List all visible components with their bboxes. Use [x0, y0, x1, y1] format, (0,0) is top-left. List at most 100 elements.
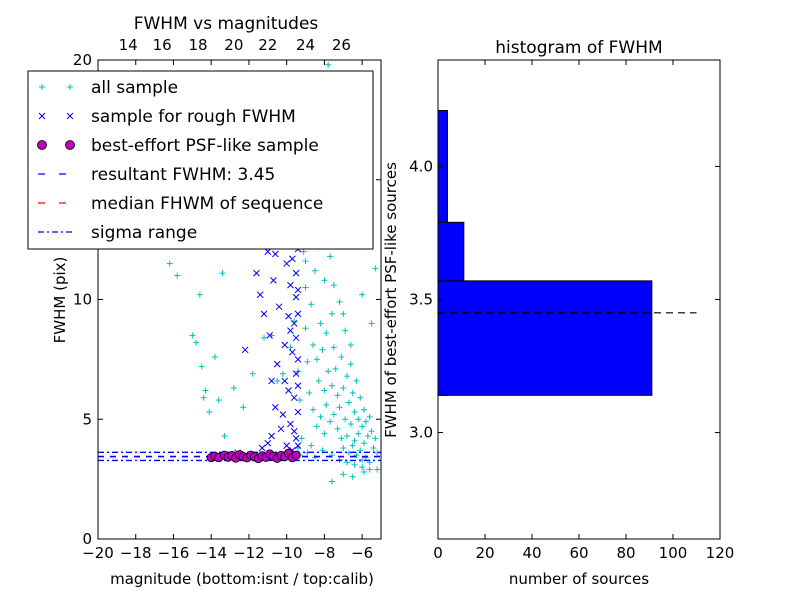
left-chart-title: FWHM vs magnitudes: [134, 14, 319, 34]
scatter-point-all-sample: [351, 461, 358, 468]
scatter-point-all-sample: [359, 291, 366, 298]
scatter-point-all-sample: [336, 404, 343, 411]
scatter-point-all-sample: [313, 423, 320, 430]
scatter-point-all-sample: [338, 353, 345, 360]
scatter-point-all-sample: [344, 433, 351, 440]
scatter-point-all-sample: [361, 440, 368, 447]
legend-circle-marker: [65, 140, 75, 150]
scatter-point-all-sample: [362, 454, 369, 461]
scatter-point-rough-sample: [285, 387, 292, 394]
scatter-point-all-sample: [328, 478, 335, 485]
left-top-axis: 14 16 18 20 22 24 26: [119, 36, 351, 54]
x-tick-label: 120: [706, 544, 735, 562]
right-plot-area: [437, 110, 697, 396]
scatter-point-rough-sample: [292, 334, 300, 342]
scatter-point-all-sample: [202, 387, 209, 394]
scatter-point-all-sample: [323, 401, 330, 408]
legend-entry: sigma range: [38, 223, 197, 243]
scatter-point-rough-sample: [285, 312, 292, 320]
left-x-axis: −20 −18 −16 −14 −12 −10 −8 −6: [82, 60, 373, 562]
scatter-point-all-sample: [310, 406, 317, 413]
x-tick-label: 100: [659, 544, 688, 562]
scatter-point-all-sample: [200, 394, 207, 401]
right-x-axis: 0 20 40 60 80 100 120: [433, 60, 734, 562]
scatter-point-all-sample: [230, 385, 237, 392]
scatter-point-rough-sample: [292, 293, 300, 301]
scatter-point-all-sample: [342, 416, 349, 423]
scatter-point-rough-sample: [281, 377, 289, 385]
scatter-point-all-sample: [374, 466, 381, 473]
right-y-axis: 3.0 3.5 4.0: [409, 157, 720, 442]
scatter-point-all-sample: [298, 435, 305, 442]
x-tick-label: −12: [233, 544, 265, 562]
scatter-point-all-sample: [311, 454, 318, 461]
scatter-point-all-sample: [328, 310, 335, 317]
scatter-point-all-sample: [340, 471, 347, 478]
histogram-bar: [437, 221, 465, 282]
scatter-point-best-sample: [291, 450, 301, 460]
scatter-point-all-sample: [261, 334, 268, 341]
scatter-point-all-sample: [330, 411, 337, 418]
scatter-point-rough-sample: [277, 425, 285, 433]
scatter-point-all-sample: [347, 421, 354, 428]
scatter-point-all-sample: [357, 394, 364, 401]
x-tick-label: −16: [158, 544, 190, 562]
left-x-axis-label: magnitude (bottom:isnt / top:calib): [110, 570, 374, 588]
scatter-point-all-sample: [321, 387, 328, 394]
scatter-point-all-sample: [315, 377, 322, 384]
scatter-point-all-sample: [300, 248, 307, 255]
scatter-point-all-sample: [189, 332, 196, 339]
legend-entry: resultant FWHM: 3.45: [38, 165, 275, 185]
scatter-point-rough-sample: [288, 348, 296, 356]
scatter-point-rough-sample: [260, 310, 268, 318]
scatter-point-all-sample: [330, 282, 337, 289]
scatter-point-all-sample: [313, 356, 320, 363]
x-tick-label: 80: [616, 544, 635, 562]
scatter-point-all-sample: [344, 459, 351, 466]
scatter-point-all-sample: [287, 344, 294, 351]
scatter-point-rough-sample: [287, 281, 294, 289]
scatter-point-all-sample: [351, 409, 358, 416]
right-chart-title: histogram of FWHM: [495, 38, 662, 58]
scatter-point-all-sample: [317, 413, 324, 420]
legend-label: best-effort PSF-like sample: [91, 136, 319, 156]
legend-label: median FHWM of sequence: [91, 194, 323, 214]
scatter-point-all-sample: [325, 61, 332, 68]
x-tick-label: −20: [82, 544, 114, 562]
legend-circle-marker: [37, 140, 47, 150]
scatter-point-rough-sample: [294, 442, 302, 449]
scatter-point-all-sample: [359, 423, 366, 430]
scatter-point-all-sample: [302, 258, 309, 265]
scatter-point-all-sample: [344, 373, 351, 380]
left-y-axis-label: FWHM (pix): [51, 257, 69, 344]
scatter-point-all-sample: [345, 399, 352, 406]
scatter-point-all-sample: [334, 425, 341, 432]
top-axis-tick-label: 14: [119, 36, 138, 54]
left-plot-area: [98, 61, 381, 485]
scatter-point-all-sample: [215, 397, 222, 404]
scatter-point-all-sample: [330, 344, 337, 351]
scatter-point-rough-sample: [292, 370, 300, 378]
scatter-point-all-sample: [368, 428, 375, 435]
scatter-point-all-sample: [308, 442, 315, 449]
scatter-point-all-sample: [198, 363, 205, 370]
scatter-point-all-sample: [366, 466, 373, 473]
scatter-point-all-sample: [347, 342, 354, 349]
scatter-point-all-sample: [336, 298, 343, 305]
top-axis-tick-label: 26: [332, 36, 351, 54]
legend-entry: median FHWM of sequence: [38, 194, 323, 214]
scatter-point-rough-sample: [283, 442, 291, 449]
scatter-point-rough-sample: [294, 408, 302, 416]
scatter-point-all-sample: [274, 377, 281, 384]
scatter-point-rough-sample: [290, 394, 298, 402]
scatter-point-rough-sample: [264, 439, 272, 447]
scatter-point-all-sample: [366, 413, 373, 420]
x-tick-label: −8: [313, 544, 335, 562]
y-tick-label: 20: [73, 51, 92, 69]
top-axis-tick-label: 22: [258, 36, 277, 54]
legend-label: all sample: [91, 78, 178, 98]
scatter-point-all-sample: [340, 310, 347, 317]
scatter-point-all-sample: [319, 346, 326, 353]
scatter-point-rough-sample: [273, 360, 281, 368]
